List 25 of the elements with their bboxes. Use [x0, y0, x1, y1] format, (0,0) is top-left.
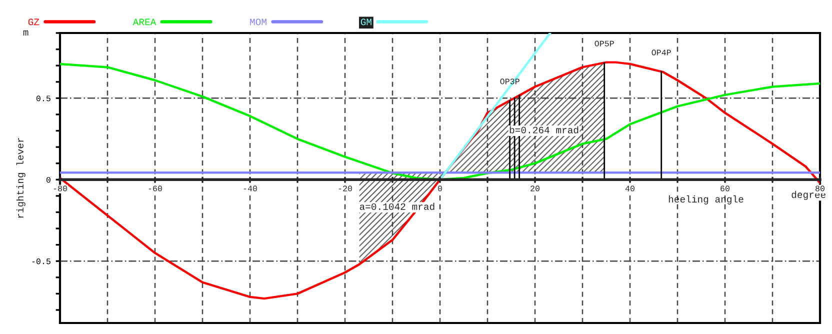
x-tick-label: -60: [148, 186, 162, 192]
band-label: b=0.264 mrad: [510, 126, 578, 134]
text: m: [23, 30, 28, 36]
y-axis-title: righting lever: [16, 138, 26, 218]
x-tick-label: -40: [244, 186, 257, 192]
text: MOM: [250, 18, 266, 26]
band-label: a=0.1042 mrad: [360, 202, 434, 210]
x-tick-label: 80: [816, 186, 824, 192]
x-tick-label: 0: [438, 186, 442, 192]
text: GM: [360, 18, 372, 26]
text: AREA: [132, 18, 156, 26]
annotation: degree: [792, 190, 826, 200]
ref-line-label: OP5P: [594, 40, 614, 46]
x-tick-label: -20: [338, 186, 352, 192]
y-tick-label: 0.5: [36, 96, 50, 102]
ref-line-label: OP4P: [652, 50, 671, 56]
y-tick-label: 0: [46, 177, 50, 183]
text: GZ: [28, 18, 40, 26]
x-tick-label: 60: [720, 186, 730, 192]
x-tick-label: 40: [625, 186, 634, 192]
x-axis-title: heeling angle: [668, 195, 744, 204]
x-tick-label: -80: [54, 186, 67, 192]
line-series: [60, 62, 820, 181]
y-tick-label: -0.5: [32, 258, 50, 264]
x-tick-label: 20: [530, 186, 540, 192]
